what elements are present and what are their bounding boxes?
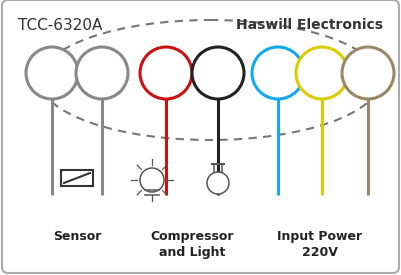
Circle shape [207, 172, 229, 194]
Text: Sensor: Sensor [53, 230, 101, 243]
Circle shape [192, 47, 244, 99]
Text: Input Power
220V: Input Power 220V [277, 230, 363, 259]
Circle shape [140, 47, 192, 99]
Circle shape [296, 47, 348, 99]
Circle shape [140, 168, 164, 192]
Circle shape [252, 47, 304, 99]
Circle shape [26, 47, 78, 99]
Circle shape [76, 47, 128, 99]
Text: Compressor
and Light: Compressor and Light [150, 230, 234, 259]
Bar [61, 170, 93, 186]
Circle shape [342, 47, 394, 99]
Text: TCC-6320A: TCC-6320A [18, 18, 102, 33]
Text: Haswill Electronics: Haswill Electronics [236, 18, 383, 32]
